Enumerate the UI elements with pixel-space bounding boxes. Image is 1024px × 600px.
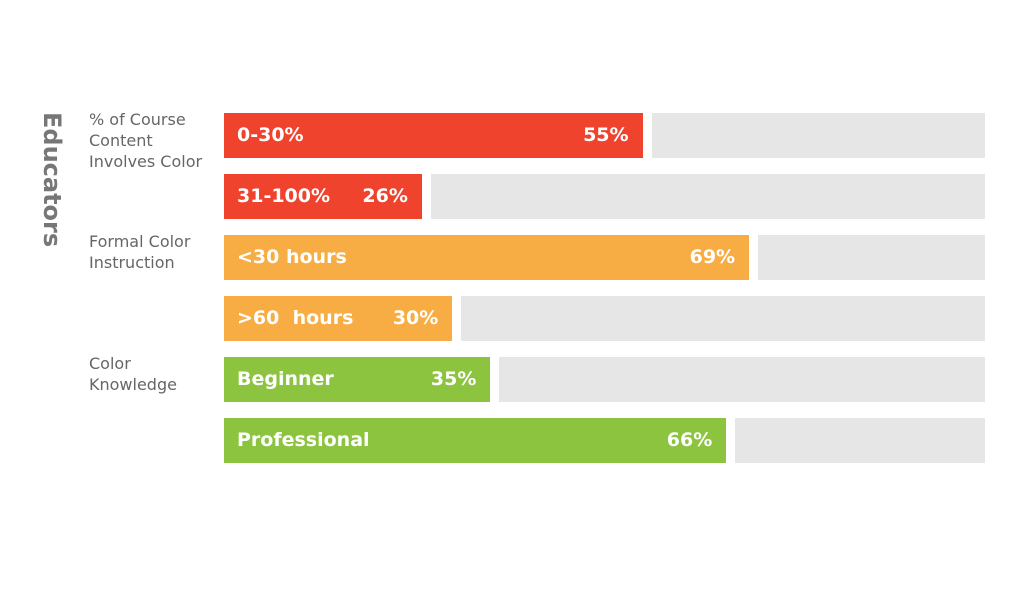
category-label: >60 hours bbox=[237, 307, 354, 329]
group-label: Color Knowledge bbox=[89, 354, 177, 394]
bar bbox=[224, 235, 750, 280]
category-label: 0-30% bbox=[237, 124, 304, 146]
bar-track bbox=[651, 113, 985, 158]
group-label: Formal Color Instruction bbox=[89, 232, 191, 272]
value-label: 26% bbox=[362, 185, 408, 207]
value-label: 30% bbox=[392, 307, 439, 329]
bar-track bbox=[430, 174, 985, 219]
group-label: % of Course Content Involves Color bbox=[89, 110, 203, 171]
category-label: 31-100% bbox=[237, 185, 331, 207]
value-label: 55% bbox=[583, 124, 629, 146]
value-label: 66% bbox=[666, 429, 713, 451]
category-label: <30 hours bbox=[237, 246, 347, 268]
chart-title: Educators bbox=[38, 112, 66, 248]
bar bbox=[224, 174, 422, 219]
bar-track bbox=[735, 418, 985, 463]
bar bbox=[224, 357, 491, 402]
bar-track bbox=[499, 357, 985, 402]
category-label: Beginner bbox=[237, 368, 334, 390]
bar bbox=[224, 418, 727, 463]
bar-track bbox=[461, 296, 985, 341]
value-label: 35% bbox=[430, 368, 477, 390]
category-label: Professional bbox=[237, 429, 370, 451]
bar bbox=[224, 296, 453, 341]
bar-track bbox=[758, 235, 985, 280]
value-label: 69% bbox=[689, 246, 736, 268]
bar bbox=[224, 113, 643, 158]
